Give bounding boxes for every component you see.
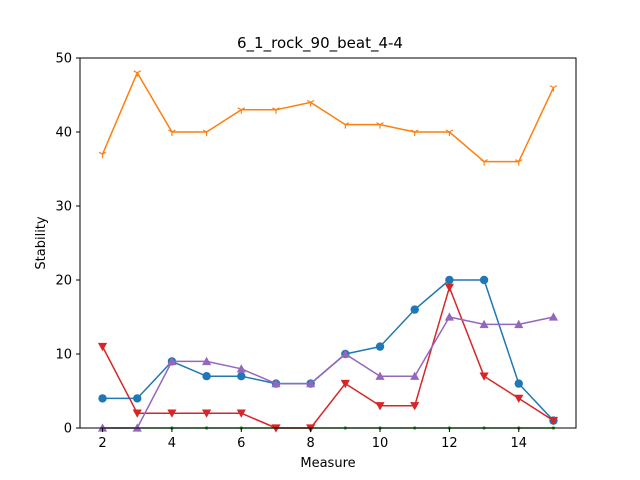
data-point	[549, 85, 558, 92]
data-point	[133, 70, 142, 77]
x-axis: 2 4 6 8 10 12 14	[98, 428, 527, 451]
data-point	[202, 372, 211, 381]
data-point	[479, 319, 489, 329]
plot-frame	[79, 57, 577, 429]
x-tick-label: 10	[372, 436, 389, 451]
data-point	[97, 342, 108, 352]
data-point	[202, 409, 212, 418]
data-point	[167, 409, 177, 418]
data-point	[514, 394, 524, 403]
series-5	[97, 312, 559, 432]
y-tick-label: 30	[55, 200, 72, 215]
data-point	[168, 129, 176, 136]
series-line	[101, 72, 555, 163]
y-axis-label: Stability	[34, 216, 49, 270]
y-tick-label: 20	[55, 274, 72, 289]
data-point	[514, 319, 524, 329]
data-point	[376, 122, 384, 129]
x-axis-label: Measure	[300, 456, 355, 471]
data-point	[410, 305, 419, 314]
data-point	[237, 107, 246, 114]
x-tick-label: 2	[98, 436, 106, 451]
series-layer	[97, 70, 559, 433]
x-tick-label: 14	[510, 436, 527, 451]
data-point	[375, 342, 385, 351]
data-point	[514, 159, 523, 166]
data-point	[444, 283, 454, 292]
y-tick-label: 10	[55, 348, 72, 363]
data-point	[480, 159, 488, 166]
data-point	[445, 129, 454, 136]
data-point	[202, 356, 212, 366]
data-point	[237, 372, 246, 381]
y-axis: 0 10 20 30 40 50	[55, 52, 80, 437]
data-point	[548, 416, 559, 426]
data-point	[548, 312, 559, 321]
data-point	[479, 372, 489, 381]
data-point	[98, 151, 107, 159]
y-tick-label: 40	[55, 126, 72, 141]
data-point	[410, 371, 420, 380]
data-point	[132, 409, 142, 418]
chart-title: 6_1_rock_90_beat_4-4	[237, 34, 403, 53]
x-tick-label: 4	[168, 436, 176, 451]
data-point	[98, 394, 107, 403]
data-point	[272, 107, 280, 114]
data-point	[445, 275, 454, 285]
x-tick-label: 8	[307, 436, 315, 451]
data-point	[271, 379, 281, 388]
data-point	[236, 364, 246, 373]
data-point	[479, 275, 489, 285]
series-line	[101, 286, 554, 429]
data-point	[340, 379, 350, 389]
series-2	[98, 70, 558, 166]
data-point	[133, 394, 142, 403]
x-tick-label: 12	[441, 436, 458, 451]
data-point	[375, 371, 385, 380]
data-point	[514, 379, 523, 388]
data-point	[202, 129, 211, 136]
data-point	[306, 379, 316, 388]
series-line	[102, 279, 555, 422]
data-point	[410, 402, 420, 411]
data-point	[375, 402, 385, 411]
data-point	[306, 99, 315, 107]
data-point	[236, 409, 246, 418]
data-point	[341, 122, 350, 129]
y-tick-label: 0	[64, 422, 72, 437]
y-tick-label: 50	[55, 52, 72, 67]
data-point	[410, 129, 419, 136]
data-point	[340, 349, 350, 358]
series-4	[97, 283, 559, 433]
data-point	[444, 312, 454, 321]
series-line	[102, 316, 554, 429]
series-1	[98, 275, 558, 425]
x-tick-label: 6	[237, 436, 245, 451]
data-point	[167, 356, 177, 366]
